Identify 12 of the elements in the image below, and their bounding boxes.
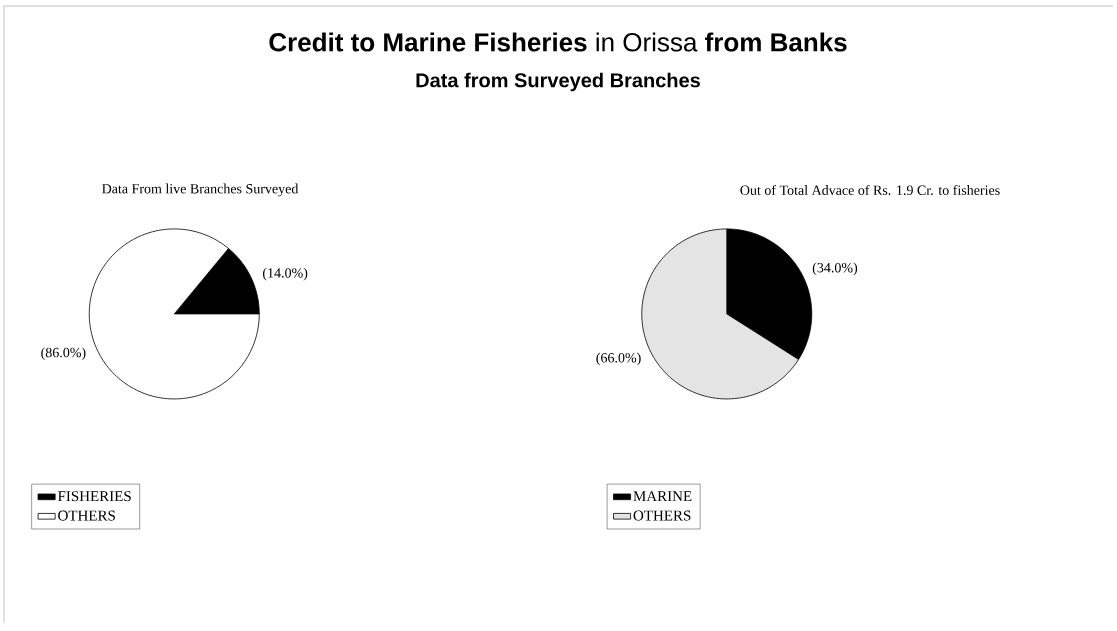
legend-label: MARINE [633, 491, 692, 502]
legend-label: OTHERS [633, 510, 691, 521]
text: Data from Surveyed Branches [416, 72, 700, 92]
data-label: (34.0%) [812, 262, 858, 276]
chart-title: Out of Total Advace of Rs. 1.9 Cr. to fisheries [740, 184, 1000, 196]
data-label: (14.0%) [263, 267, 308, 281]
text: Credit to Marine Fisheries in Orissa from Banks [269, 32, 847, 52]
text: Data From live Branches Surveyed [102, 183, 299, 197]
data-label: (86.0%) [41, 347, 86, 361]
data-label: (66.0%) [596, 352, 641, 366]
legend-label: OTHERS [58, 510, 115, 521]
legend-label: FISHERIES [57, 491, 131, 502]
